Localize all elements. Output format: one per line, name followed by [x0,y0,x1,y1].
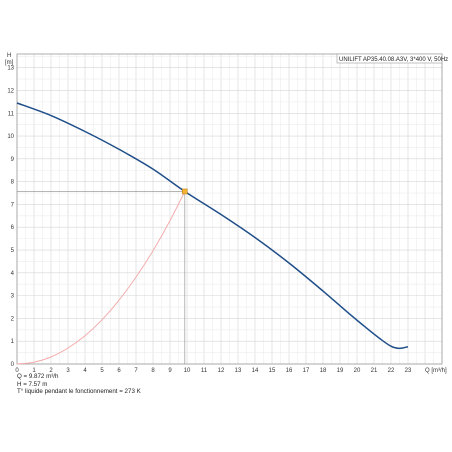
y-tick-label: 9 [11,157,15,163]
x-tick-label: 18 [320,368,327,374]
operating-point-guides [17,188,188,364]
x-tick-label: 10 [184,368,191,374]
x-tick-label: 11 [201,368,208,374]
y-tick-label: 6 [11,225,15,231]
x-tick-label: 2 [49,368,53,374]
x-tick-label: 13 [235,368,242,374]
x-tick-label: 8 [151,368,155,374]
y-tick-label: 8 [11,180,15,186]
y-tick-label: 10 [7,134,14,140]
x-tick-label: 16 [286,368,293,374]
chart-series [16,102,409,365]
x-tick-label: 12 [218,368,225,374]
x-tick-label: 17 [303,368,310,374]
temperature-readout: T° liquide pendant le fonctionnement = 2… [17,388,141,396]
flow-readout: Q = 9.872 m³/h [17,373,59,380]
x-tick-label: 19 [337,368,344,374]
system-curve-line [16,191,186,365]
x-tick-label: 15 [269,368,276,374]
axis-ticks: 0 1 2 3 4 5 6 7 8 9 10 11 12 13 14 15 16 17 18 19 20 21 22 2301… [7,66,412,374]
y-tick-label: 1 [11,339,15,345]
legend-label: UNILIFT AP35.40.08.A3V, 3*400 V, 50Hz [339,57,448,63]
x-axis-label: Q [m³/h] [425,368,447,374]
legend-box [336,53,443,64]
x-tick-label: 7 [134,368,138,374]
y-tick-label: 11 [8,111,15,117]
x-tick-label: 9 [168,368,172,374]
x-tick-label: 6 [117,368,121,374]
x-tick-label: 23 [405,368,412,374]
y-tick-label: 3 [11,294,15,300]
plot-frame [16,53,443,365]
x-tick-label: 14 [252,368,259,374]
x-tick-label: 1 [32,368,36,374]
x-tick-label: 21 [371,368,378,374]
y-axis-label: H [7,53,11,59]
y-tick-label: 12 [7,88,14,94]
operating-point-marker [182,188,188,195]
pump-curve-line [16,102,409,350]
y-tick-label: 2 [11,316,15,322]
y-tick-label: 4 [11,271,15,277]
x-tick-label: 20 [354,368,361,374]
chart-grid [16,54,443,365]
x-tick-label: 3 [66,368,70,374]
head-readout: H = 7.57 m [17,380,48,388]
operating-readouts: Q = 9.872 m³/h H = 7.57 m T° liquide pen… [17,373,141,396]
x-tick-label: 0 [15,368,19,374]
y-tick-label: 5 [11,248,15,254]
y-tick-label: 7 [11,202,15,208]
x-tick-label: 5 [100,368,104,374]
y-axis-unit: [m] [5,60,14,66]
x-tick-label: 4 [83,368,87,374]
y-tick-label: 13 [7,66,14,72]
y-tick-label: 0 [11,362,15,368]
x-tick-label: 22 [388,368,395,374]
